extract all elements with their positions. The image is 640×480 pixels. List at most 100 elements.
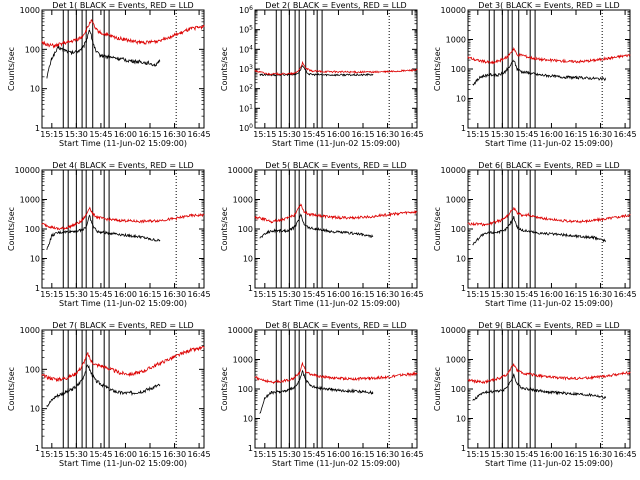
lld-data-point <box>164 37 166 39</box>
events-data-point <box>305 70 307 72</box>
lld-data-point <box>41 223 43 225</box>
lld-data-point <box>315 214 316 216</box>
y-tick-label: 1000 <box>20 6 40 15</box>
lld-data-point <box>131 40 133 42</box>
lld-data-point <box>126 220 128 222</box>
lld-data-point <box>336 71 338 73</box>
lld-data-point <box>316 375 318 377</box>
lld-data-point <box>569 61 570 62</box>
x-tick-label: 15:30 <box>278 130 301 139</box>
lld-data-point <box>521 372 523 374</box>
lld-data-point <box>293 73 295 75</box>
lld-data-point <box>147 42 149 43</box>
events-data-point <box>521 71 523 73</box>
chart-panel-6: Det 6( BLACK = Events, RED = LLD 1 10 100 10… <box>433 161 637 308</box>
lld-data-point <box>401 374 403 376</box>
events-data-point <box>295 73 297 75</box>
events-data-point <box>513 374 515 376</box>
x-tick-label: 16:00 <box>540 130 563 139</box>
x-tick-label: 16:30 <box>163 290 186 299</box>
events-data-point <box>344 232 346 234</box>
chart-title: Det 8( BLACK = Events, RED = LLD <box>265 321 406 330</box>
y-tick-label: 10 <box>30 85 40 94</box>
lld-data-point <box>66 377 67 379</box>
events-data-point <box>569 76 570 78</box>
y-tick-label: 10 <box>456 415 466 424</box>
chart-title: Det 9( BLACK = Events, RED = LLD <box>478 321 619 330</box>
x-tick-label: 15:45 <box>89 290 112 299</box>
lld-data-point <box>80 221 82 222</box>
lld-data-point <box>506 373 508 375</box>
y-axis-label: Counts/sec <box>7 207 16 251</box>
lld-data-point <box>385 214 387 216</box>
x-tick-label: 15:15 <box>40 130 63 139</box>
events-data-point <box>302 65 303 66</box>
x-tick-label: 16:45 <box>188 450 211 459</box>
events-data-point <box>503 72 505 74</box>
lld-data-point <box>97 216 99 218</box>
lld-data-point <box>506 56 508 58</box>
x-tick-label: 15:30 <box>278 290 301 299</box>
y-tick-label: 1000 <box>20 196 40 205</box>
y-tick-label: 100 <box>239 123 253 133</box>
events-data-point <box>159 240 161 242</box>
lld-data-point <box>254 216 256 218</box>
lld-data-point <box>172 35 174 37</box>
events-data-point <box>303 223 305 225</box>
lld-data-point <box>516 212 518 214</box>
lld-data-point <box>401 70 403 72</box>
x-tick-label: 15:30 <box>491 450 514 459</box>
events-data-point <box>582 77 583 79</box>
events-data-point <box>472 400 474 402</box>
events-data-point <box>582 394 583 395</box>
events-data-point <box>80 229 82 231</box>
lld-data-point <box>48 44 49 46</box>
lld-series-line <box>41 207 205 231</box>
y-tick-label: 105 <box>239 25 253 35</box>
events-data-point <box>74 230 76 232</box>
events-data-point <box>302 370 303 372</box>
lld-data-point <box>188 29 190 30</box>
lld-data-point <box>293 214 295 216</box>
lld-data-point <box>500 59 502 61</box>
events-data-point <box>270 392 272 394</box>
events-data-point <box>77 384 79 386</box>
x-tick-label: 16:15 <box>351 450 374 459</box>
lld-data-point <box>608 375 610 377</box>
lld-data-point <box>467 223 469 225</box>
y-tick-label: 1000 <box>446 356 466 365</box>
lld-data-point <box>416 69 418 71</box>
x-tick-label: 16:15 <box>564 450 587 459</box>
lld-data-point <box>546 59 547 61</box>
lld-data-point <box>513 47 515 49</box>
lld-data-point <box>305 370 307 372</box>
events-data-point <box>300 214 302 216</box>
lld-data-point <box>467 56 469 58</box>
lld-data-point <box>369 71 370 73</box>
lld-data-point <box>582 61 583 62</box>
x-tick-label: 16:30 <box>376 450 399 459</box>
lld-series-line <box>254 361 418 385</box>
events-data-point <box>107 56 108 58</box>
y-tick-label: 100 <box>451 65 466 74</box>
events-data-point <box>569 235 570 236</box>
lld-data-point <box>287 217 289 219</box>
events-data-point <box>508 225 510 227</box>
lld-data-point <box>546 376 547 378</box>
lld-data-point <box>608 217 610 219</box>
chart-title: Det 7( BLACK = Events, RED = LLD <box>52 321 193 330</box>
events-data-point <box>87 364 89 366</box>
lld-data-point <box>80 367 82 369</box>
events-data-point <box>605 78 606 80</box>
events-data-point <box>287 389 289 391</box>
x-axis-label: Start Time (11-Jun-02 15:09:00) <box>272 459 400 468</box>
lld-data-point <box>618 373 619 375</box>
events-data-point <box>110 389 112 391</box>
lld-data-point <box>85 30 87 31</box>
events-data-point <box>46 76 48 78</box>
lld-data-point <box>629 214 631 216</box>
events-data-point <box>352 390 354 392</box>
events-data-point <box>85 226 87 228</box>
lld-data-point <box>54 45 56 47</box>
events-data-point <box>126 235 128 236</box>
